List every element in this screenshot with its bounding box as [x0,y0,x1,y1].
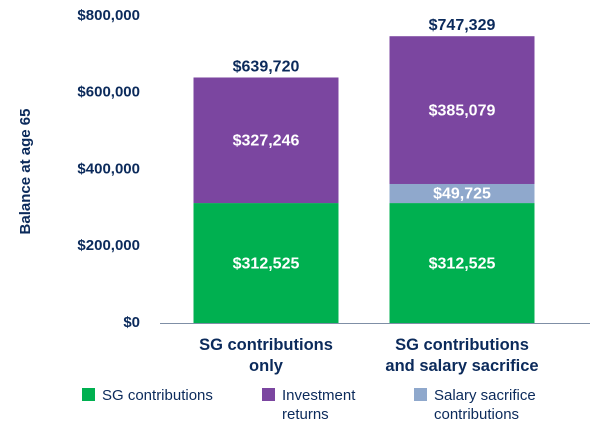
bar-total-label: $747,329 [429,17,496,34]
x-category-label-line: and salary sacrifice [385,357,538,375]
y-axis-label: Balance at age 65 [17,109,34,235]
x-category-label-line: SG contributions [199,336,333,354]
bar-total-label: $639,720 [233,59,300,76]
bar-segment [389,36,535,184]
legend-label-line: SG contributions [102,387,213,404]
legend: SG contributions Investment returns Salary … [82,387,536,423]
segment-value-label: $327,246 [233,132,300,149]
bar-segment [193,77,339,204]
segment-value-label: $385,079 [429,102,496,119]
legend-label: SG contributions [102,387,213,404]
legend-swatch [414,388,427,401]
legend-item: Salary sacrifice contributions [414,387,536,423]
x-category-label-line: SG contributions [395,336,529,354]
bar-segment [389,203,535,323]
segment-value-label: $49,725 [433,186,491,203]
legend-label: Salary sacrifice contributions [434,387,536,423]
legend-item: SG contributions [82,387,213,404]
x-category-label-line: only [249,357,284,375]
x-category-label: SG contributions only [199,336,333,375]
x-category-label: SG contributions and salary sacrifice [385,336,538,375]
x-axis: SG contributions only SG contributions and … [160,323,590,375]
legend-swatch [262,388,275,401]
bars: $312,525$327,246$639,720$312,525$49,725$… [193,17,535,323]
y-axis: $0 $200,000 $400,000 $600,000 $800,000 Balanc… [17,7,140,331]
y-tick-label: $600,000 [77,84,140,101]
y-tick-label: $0 [123,314,140,331]
legend-label-line: Salary sacrifice [434,387,536,404]
bar-segment [193,203,339,323]
bar-group: $312,525 $49,725 $385,079 $747,329 [389,17,535,323]
legend-swatch [82,388,95,401]
segment-value-label: $312,525 [233,255,300,272]
bar-segment [389,183,535,204]
segment-value-label: $312,525 [429,255,496,272]
y-tick-label: $800,000 [77,7,140,24]
legend-item: Investment returns [262,387,356,423]
bar-group: $312,525 $327,246 $639,720 [193,59,339,323]
legend-label: Investment returns [282,387,356,423]
legend-label-line: Investment [282,387,356,404]
legend-label-line: returns [282,406,329,423]
y-tick-label: $400,000 [77,160,140,177]
legend-label-line: contributions [434,406,519,423]
y-tick-label: $200,000 [77,237,140,254]
